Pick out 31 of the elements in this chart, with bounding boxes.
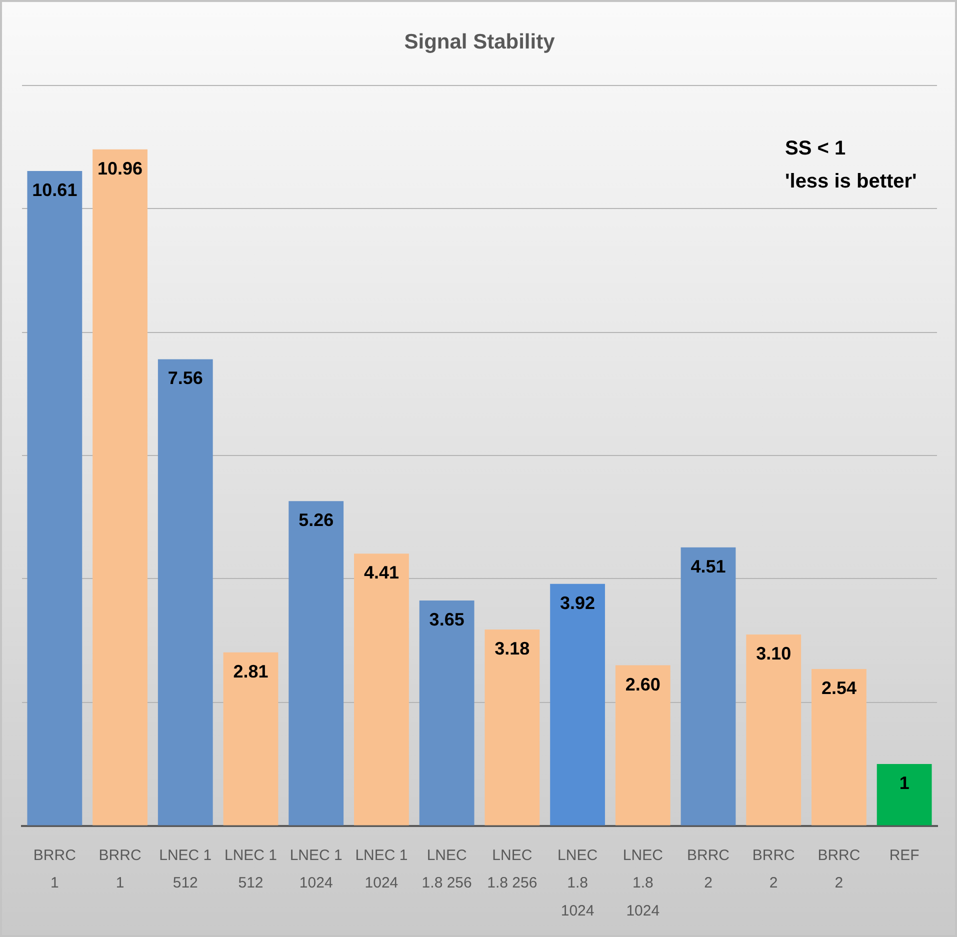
data-label: 3.18 — [494, 638, 530, 658]
annotation: 'less is better' — [785, 170, 917, 193]
data-label: 10.96 — [98, 158, 143, 178]
x-tick-label: LNEC 1.8 1024 — [622, 846, 664, 920]
data-label: 1 — [899, 773, 910, 794]
x-tick-label: LNEC 1.8 256 — [422, 846, 472, 892]
data-label: 3.92 — [560, 592, 596, 613]
data-label: 10.61 — [32, 180, 78, 200]
x-tick-label: BRRC 2 — [818, 846, 860, 892]
data-label: 2.54 — [821, 678, 856, 698]
x-tick-label: BRRC 1 — [98, 846, 142, 892]
x-tick-label: LNEC 1 512 — [224, 846, 278, 892]
data-label: 5.26 — [298, 510, 334, 530]
x-tick-label: LNEC 1 1024 — [355, 846, 408, 892]
x-tick-label: LNEC 1 512 — [159, 846, 212, 892]
annotation: SS < 1 — [785, 138, 846, 160]
x-tick-label: BRRC 2 — [686, 846, 730, 892]
data-label: 4.51 — [690, 556, 726, 576]
data-label: 3.65 — [429, 609, 464, 630]
x-tick-label: LNEC 1.8 1024 — [558, 846, 598, 920]
x-tick-label: BRRC 1 — [33, 846, 76, 892]
data-label: 2.81 — [233, 661, 268, 682]
x-tick-label: BRRC 2 — [752, 846, 796, 892]
data-label: 7.56 — [168, 368, 203, 388]
data-label: 4.41 — [364, 562, 399, 583]
x-tick-label: LNEC 1.8 256 — [487, 846, 538, 892]
data-label: 2.60 — [625, 674, 660, 694]
chart-title: Signal Stability — [404, 30, 556, 54]
x-tick-label: LNEC 1 1024 — [290, 846, 342, 892]
data-label: 3.10 — [756, 643, 792, 664]
x-tick-label: REF — [889, 846, 920, 864]
